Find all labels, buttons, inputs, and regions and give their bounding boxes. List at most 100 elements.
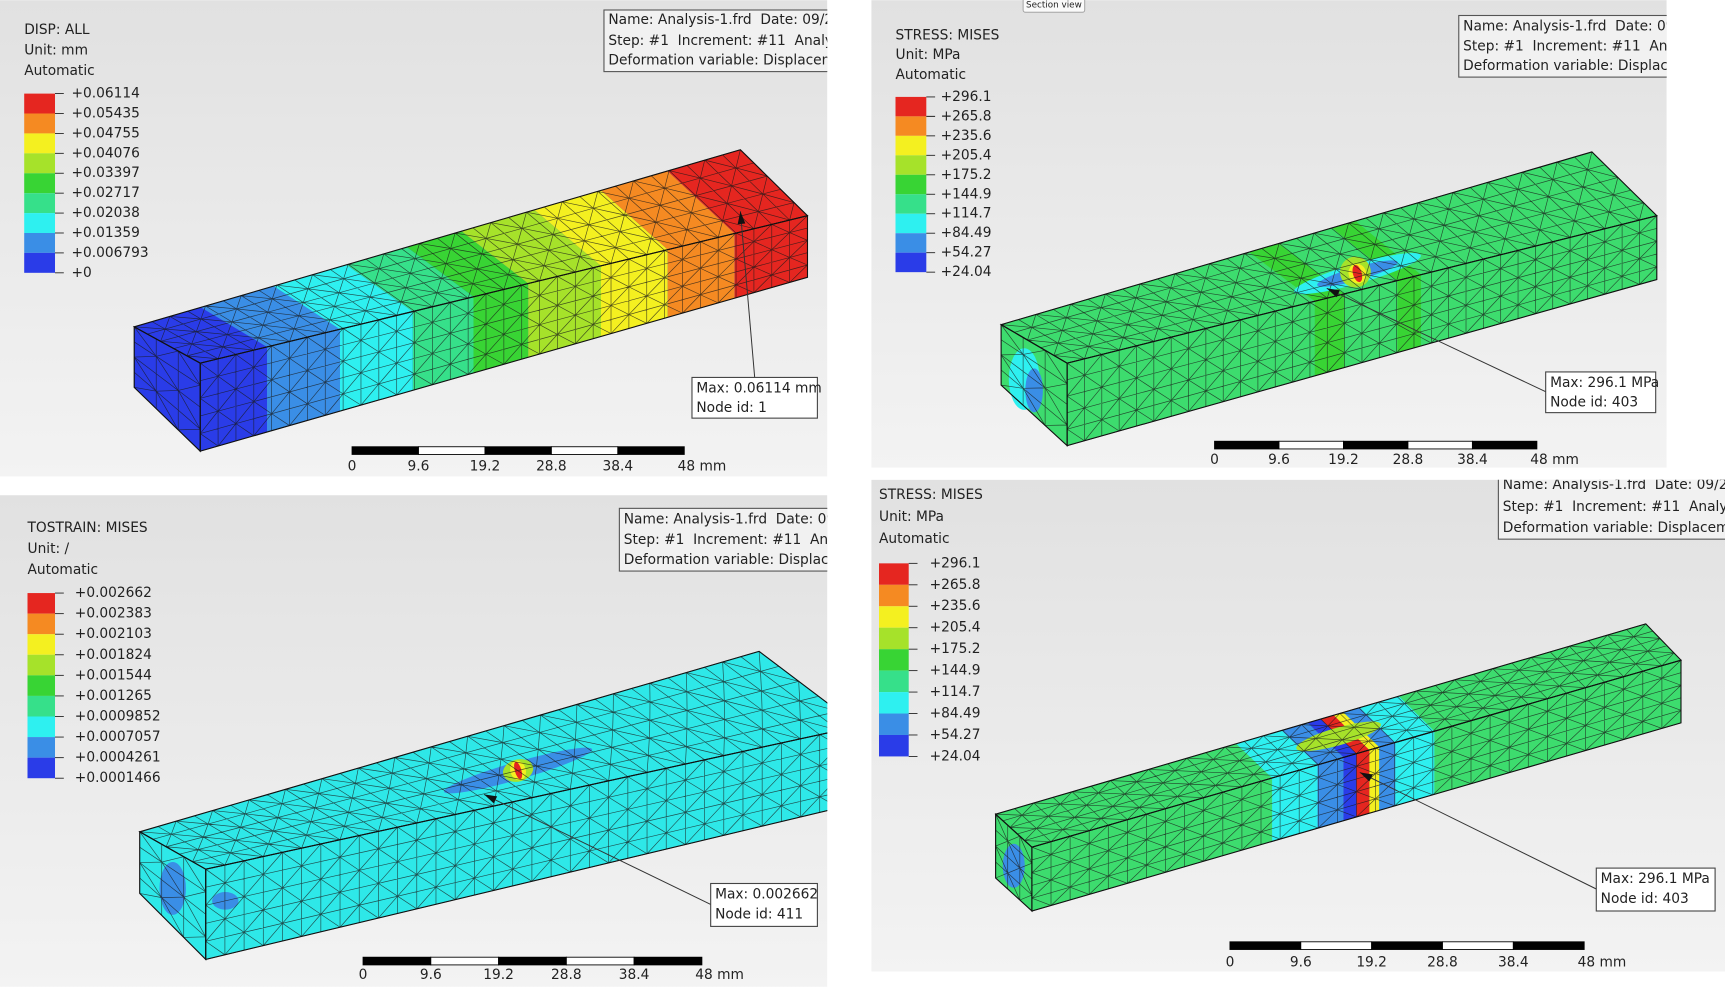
legend-swatch [879,670,909,693]
scale-segment [484,446,552,455]
legend-swatch [24,213,56,233]
legend-value: +265.8 [941,108,992,124]
info-box [1458,14,1667,78]
scale-label: 28.8 [551,967,582,983]
face-edge [1031,659,1682,912]
scale-segment [1300,941,1373,950]
scale-segment [430,956,500,966]
legend-unit: Unit: / [28,541,70,557]
color-band [473,283,529,373]
legend-swatch [24,173,56,194]
max-line: Node id: 403 [1550,395,1638,411]
legend-value: +265.8 [930,577,981,593]
scale-segment [1407,440,1473,450]
max-box [1595,867,1716,912]
max-line: Max: 296.1 MPa [1601,871,1710,887]
legend-swatch [895,155,927,175]
legend-value: +0.0001466 [75,770,161,786]
face [1001,151,1657,364]
color-band [1395,731,1435,806]
max-line: Node id: 1 [696,400,767,416]
legend-swatch [879,627,909,650]
legend-value: +0.001824 [75,647,152,663]
scale-label: 0 [1210,452,1219,468]
color-band [534,190,668,266]
color-band [1369,747,1380,814]
leader-arrow [737,211,746,225]
color-band [600,170,735,250]
color-band [1236,730,1318,778]
scale-label: 9.6 [408,459,430,475]
legend-mode: Automatic [879,531,950,547]
max-box [1545,371,1657,414]
legend-value: +144.9 [930,663,981,679]
scale-segment [1371,941,1443,950]
max-line: Node id: 403 [1601,891,1689,907]
max-line: Max: 0.002662 [715,886,818,902]
scale-label: 28.8 [536,459,567,475]
color-band [1356,749,1370,817]
legend-swatch [24,252,56,273]
scale-label: 19.2 [1328,452,1359,468]
legend-value: +114.7 [941,206,992,222]
legend-value: +0.001544 [75,667,152,683]
legend-value: +0 [72,265,92,281]
scale-label: 0 [348,459,357,475]
legend-swatch [27,634,56,655]
legend-value: +296.1 [941,89,992,105]
result-panel: TOSTRAIN: MISES Unit: / Automatic +0.002662… [0,495,828,987]
legend-swatch [895,194,927,214]
scale-label: 48 mm [1578,955,1627,971]
legend-value: +0.006793 [72,245,149,261]
max-box [691,376,818,419]
legend-title: TOSTRAIN: MISES [27,520,148,536]
legend-swatch [879,713,909,735]
button-label: Section view [1026,1,1082,11]
scale-label: 19.2 [470,459,501,475]
legend-title: STRESS: MISES [896,27,1000,43]
color-band [273,264,413,330]
info-line: Deformation variable: Displacem [1503,520,1725,536]
legend-value: +296.1 [930,555,981,571]
info-line: Deformation variable: Displacem [1463,58,1690,74]
legend-swatch [895,135,927,156]
scale-label: 28.8 [1393,452,1424,468]
legend-value: +175.2 [941,167,992,183]
scale-label: 28.8 [1427,955,1458,971]
leader-line [1326,287,1546,393]
color-band [200,286,340,347]
info-line: Name: Analysis-1.frd Date: 09/23/ [608,12,847,28]
face [134,326,201,452]
info-line: Deformation variable: Displaceme [608,53,843,69]
legend-value: +0.02038 [72,205,140,221]
legend-swatch [24,153,56,174]
legend-value: +235.6 [941,128,992,144]
scale-segment [1471,440,1538,450]
legend-unit: Unit: mm [24,42,88,58]
legend-value: +235.6 [930,598,981,614]
scale-segment [633,956,703,966]
legend-swatch [879,692,909,714]
legend-value: +0.002662 [75,585,152,601]
legend-value: +0.001265 [75,688,152,704]
legend-swatch [879,606,909,628]
face-edge [1066,215,1658,447]
legend-value: +0.03397 [72,165,140,181]
leader-line [739,211,756,378]
leader-arrow [1359,772,1373,782]
scale-label: 9.6 [1290,955,1312,971]
legend-value: +24.04 [930,748,981,764]
legend-swatch [27,757,56,779]
face-edge [138,650,828,870]
legend-value: +0.06114 [72,86,140,102]
scale-label: 48 mm [678,459,727,475]
legend-value: +84.49 [930,706,981,722]
info-line: Step: #1 Increment: #11 Analysis [608,33,851,49]
scale-label: 48 mm [695,967,744,983]
stress-spot [1002,843,1025,888]
section-view-button[interactable]: Section view [1022,0,1086,13]
legend-value: +0.0004261 [75,750,161,766]
leader-line [483,793,711,905]
legend-swatch [27,675,56,696]
scale-segment [362,956,432,966]
